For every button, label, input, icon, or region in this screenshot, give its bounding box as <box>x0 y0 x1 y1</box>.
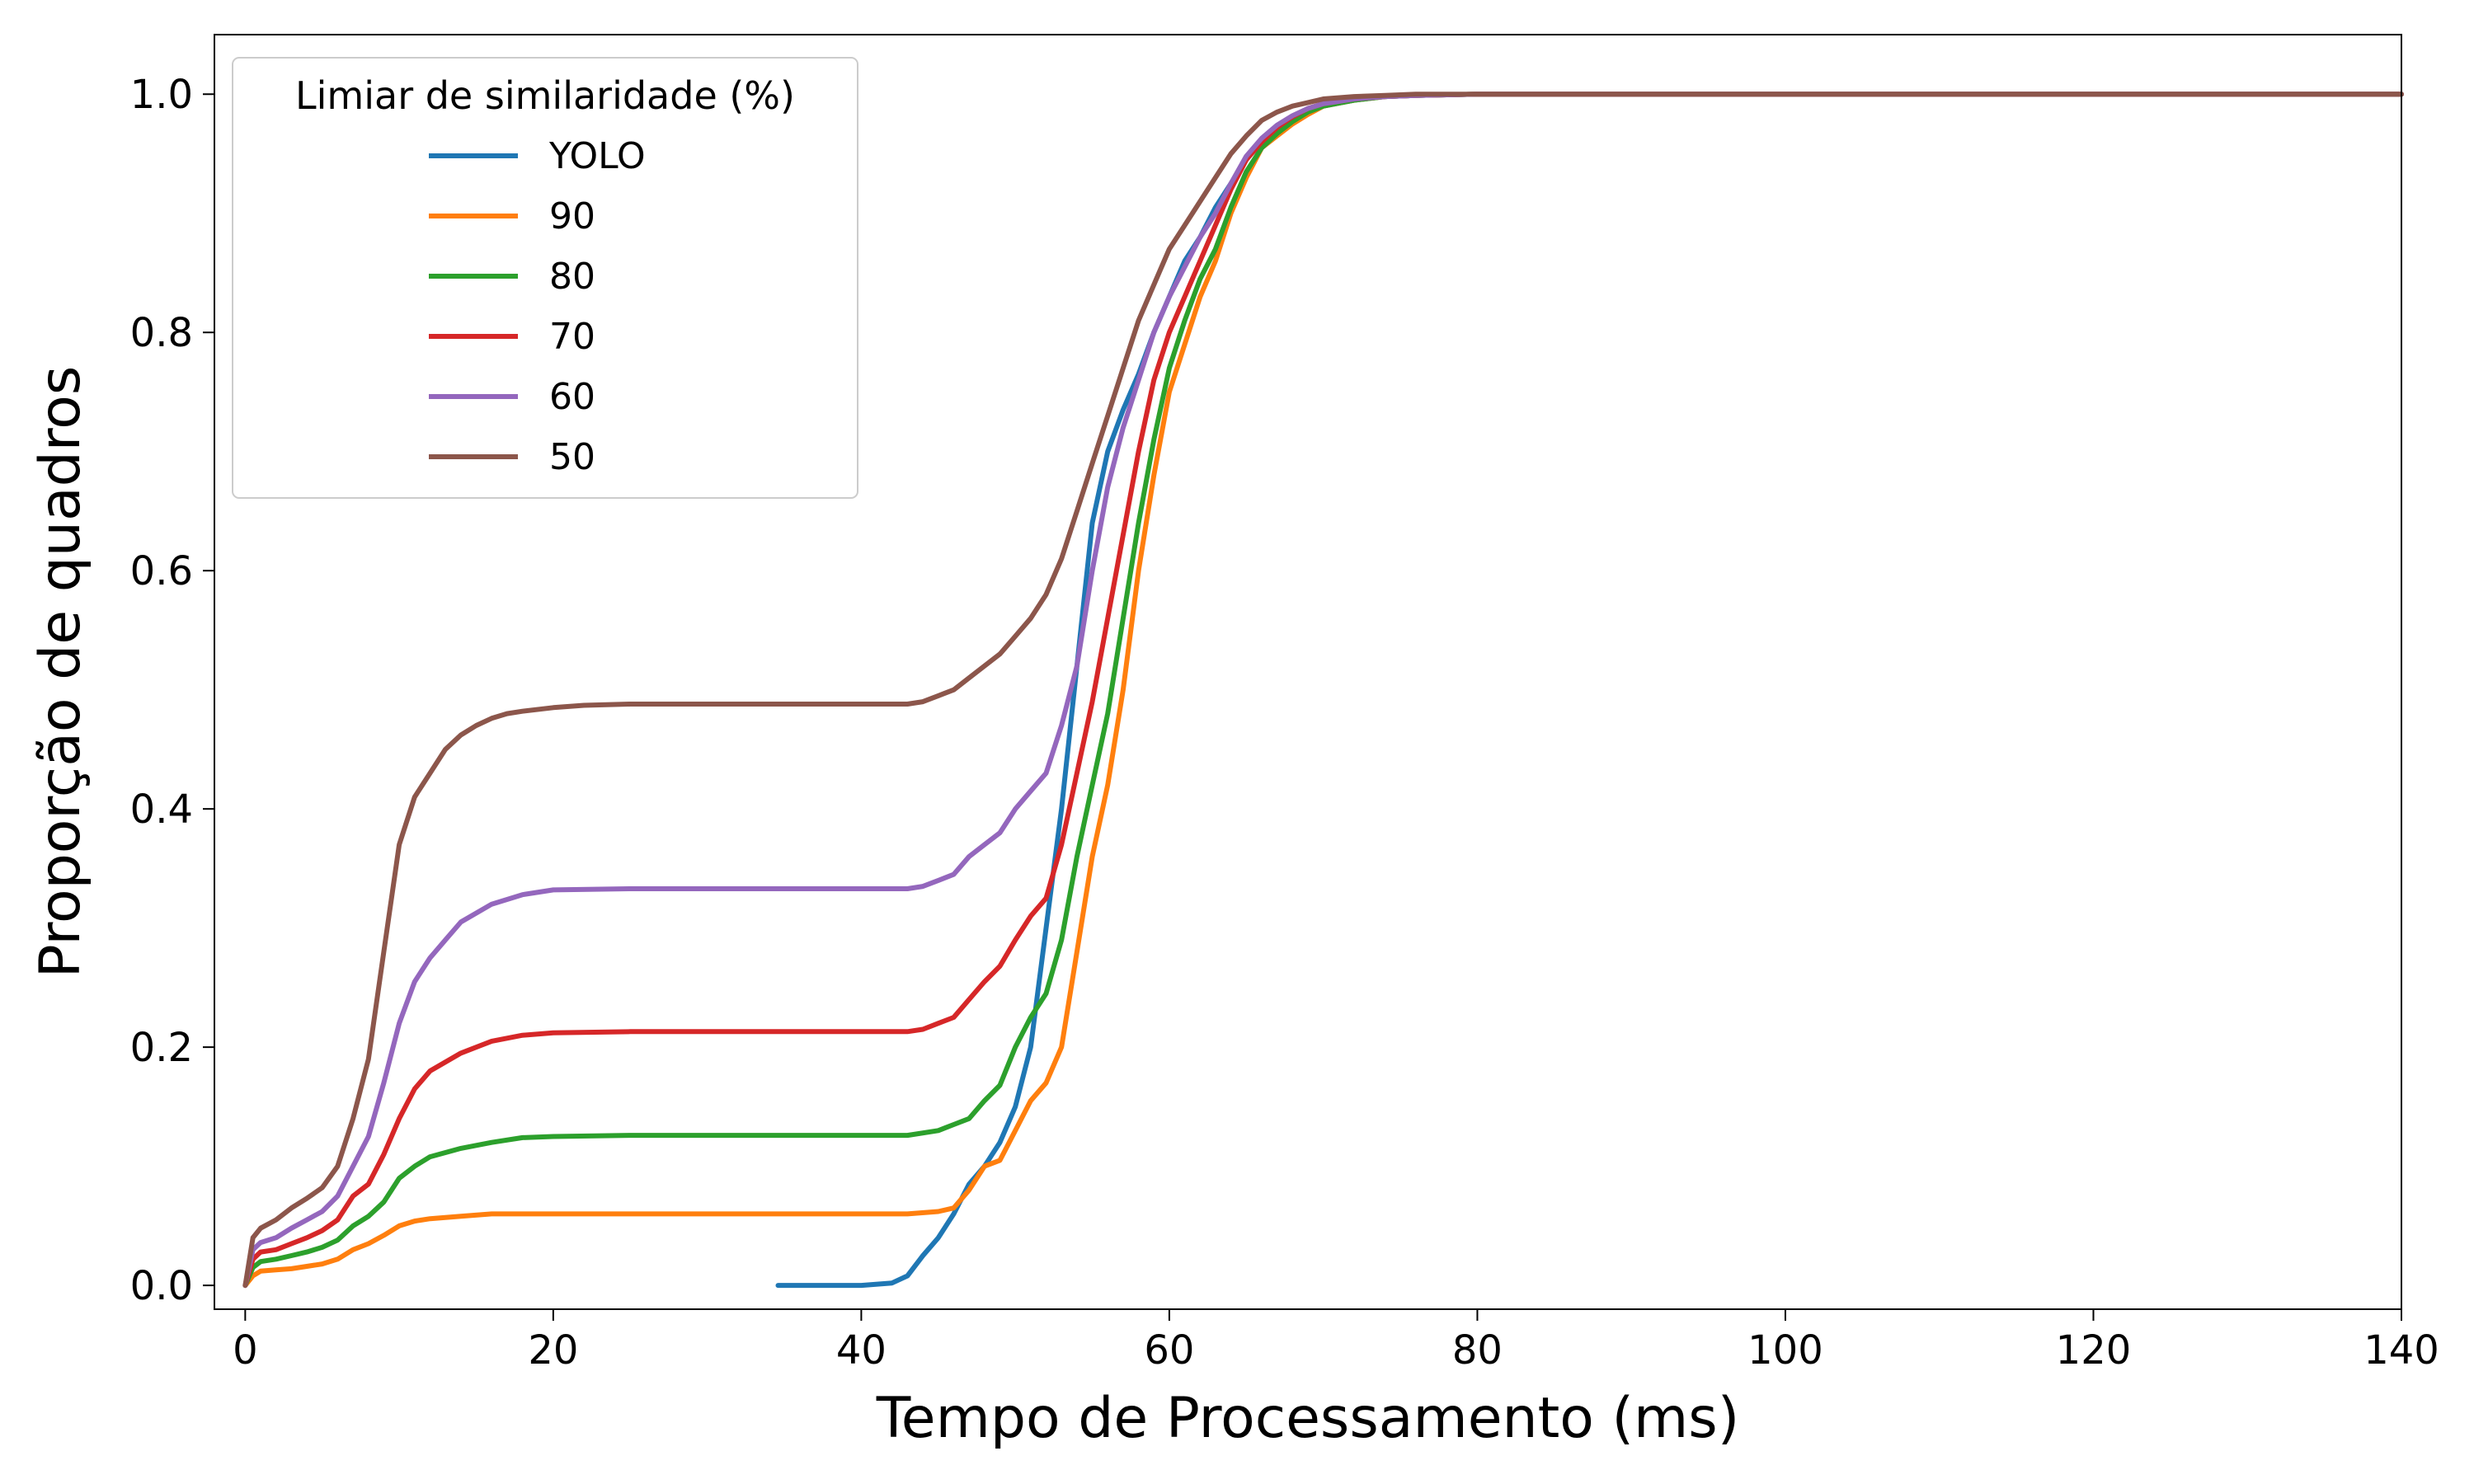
x-tick-label: 80 <box>1452 1327 1503 1374</box>
series-line-50 <box>242 92 2404 1289</box>
series-layer <box>242 92 2404 1289</box>
x-tick-label: 40 <box>836 1327 887 1374</box>
legend-label: 60 <box>549 376 595 418</box>
y-tick-label: 0.0 <box>130 1263 193 1309</box>
x-axis: 0 20 40 60 80 100 120 140 <box>233 1309 2439 1374</box>
x-tick-label: 140 <box>2363 1327 2439 1374</box>
y-tick-label: 1.0 <box>130 72 193 118</box>
x-tick-label: 20 <box>528 1327 578 1374</box>
y-tick-label: 0.6 <box>130 548 193 594</box>
series-line-80 <box>242 92 2404 1289</box>
y-axis-label: Proporção de quadros <box>28 366 93 979</box>
plot-frame <box>214 34 2402 1310</box>
x-axis-label: Tempo de Processamento (ms) <box>876 1386 1739 1451</box>
x-tick-label: 100 <box>1747 1327 1823 1374</box>
x-tick-label: 60 <box>1144 1327 1194 1374</box>
y-tick-label: 0.4 <box>130 787 193 833</box>
legend-label: YOLO <box>548 135 646 177</box>
x-tick-label: 0 <box>233 1327 258 1374</box>
legend-label: 50 <box>549 436 595 478</box>
series-line-60 <box>242 92 2404 1289</box>
y-axis: 0.0 0.2 0.4 0.6 0.8 1.0 <box>130 72 214 1309</box>
y-tick-label: 0.8 <box>130 310 193 356</box>
legend-label: 90 <box>549 195 595 237</box>
legend-box <box>232 57 858 499</box>
x-tick-label: 120 <box>2056 1327 2132 1374</box>
legend-label: 70 <box>549 316 595 358</box>
y-tick-label: 0.2 <box>130 1025 193 1071</box>
legend-title: Limiar de similaridade (%) <box>295 73 795 118</box>
legend: Limiar de similaridade (%) YOLO 90 80 70 60 50 <box>232 57 858 499</box>
legend-label: 80 <box>549 256 595 298</box>
